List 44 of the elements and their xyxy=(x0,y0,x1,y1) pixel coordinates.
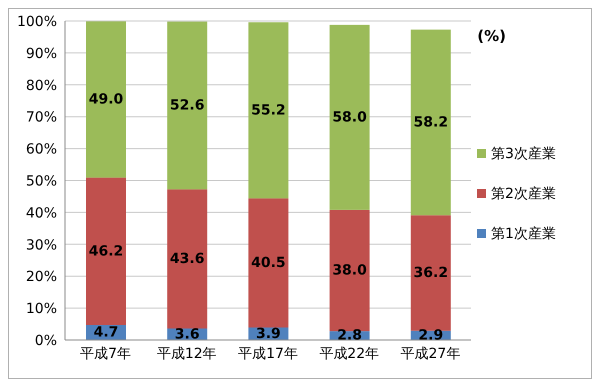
bar xyxy=(167,22,208,190)
bar xyxy=(248,198,288,328)
y-tick-label: 40% xyxy=(26,205,57,222)
data-label: 58.0 xyxy=(332,109,368,126)
y-tick-label: 70% xyxy=(26,110,57,126)
y-tick-label: 90% xyxy=(26,46,57,62)
data-label: 4.7 xyxy=(94,324,118,341)
bar xyxy=(86,21,126,178)
data-label: 58.2 xyxy=(414,114,448,130)
bar xyxy=(167,189,208,329)
data-label: 2.8 xyxy=(337,328,362,344)
legend-label: 第1次産業 xyxy=(491,224,556,242)
legend-label: 第3次産業 xyxy=(491,144,556,162)
y-tick-label: 100% xyxy=(16,14,57,30)
y-tick-label: 20% xyxy=(26,269,57,286)
data-label: 43.6 xyxy=(170,250,204,267)
bar xyxy=(248,22,288,198)
y-tick-label: 30% xyxy=(26,237,57,254)
y-tick-label: 10% xyxy=(26,301,57,318)
data-label: 55.2 xyxy=(251,102,286,118)
y-tick-label: 50% xyxy=(26,173,57,190)
data-label: 3.9 xyxy=(256,326,281,342)
y-tick-label: 0% xyxy=(34,332,57,349)
y-tick-label: 60% xyxy=(26,142,57,158)
data-label: 2.9 xyxy=(418,327,444,344)
x-tick-label: 平成17年 xyxy=(238,346,298,362)
x-tick-label: 平成27年 xyxy=(400,346,460,362)
bar xyxy=(86,178,126,326)
data-label: 38.0 xyxy=(332,262,368,278)
x-tick-label: 平成12年 xyxy=(156,346,217,362)
data-label: 40.5 xyxy=(251,254,286,271)
data-label: 46.2 xyxy=(88,243,124,260)
data-label: 49.0 xyxy=(88,91,124,108)
bar xyxy=(410,30,451,216)
text: (%) xyxy=(477,27,506,45)
bar xyxy=(330,24,370,210)
bar xyxy=(410,215,451,331)
legend-label: 第2次産業 xyxy=(491,184,556,202)
x-tick-label: 平成7年 xyxy=(80,346,132,362)
data-label: 3.6 xyxy=(174,326,200,342)
data-label: 36.2 xyxy=(414,265,448,282)
x-tick-label: 平成22年 xyxy=(319,346,380,362)
y-tick-label: 80% xyxy=(26,78,57,94)
data-label: 52.6 xyxy=(170,98,204,114)
